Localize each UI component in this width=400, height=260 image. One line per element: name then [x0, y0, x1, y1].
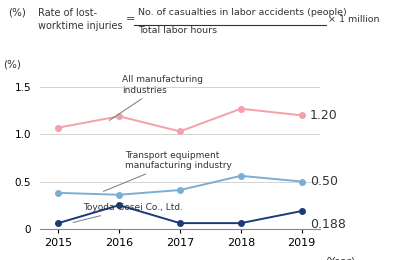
Text: Toyoda Gosei Co., Ltd.: Toyoda Gosei Co., Ltd. — [73, 203, 183, 223]
Text: (%): (%) — [4, 60, 22, 70]
Text: 0.50: 0.50 — [310, 175, 338, 188]
Text: =: = — [126, 15, 135, 24]
Text: × 1 million: × 1 million — [328, 15, 380, 24]
Text: Rate of lost-
worktime injuries: Rate of lost- worktime injuries — [38, 8, 123, 31]
Text: Transport equipment
manufacturing industry: Transport equipment manufacturing indust… — [104, 151, 232, 191]
Text: (Year): (Year) — [326, 257, 356, 260]
Text: No. of casualties in labor accidents (people): No. of casualties in labor accidents (pe… — [138, 8, 347, 17]
Text: 0.188: 0.188 — [310, 218, 346, 231]
Text: (%): (%) — [8, 8, 26, 18]
Text: All manufacturing
industries: All manufacturing industries — [109, 75, 203, 120]
Text: 1.20: 1.20 — [310, 109, 338, 122]
Text: Total labor hours: Total labor hours — [138, 26, 217, 35]
